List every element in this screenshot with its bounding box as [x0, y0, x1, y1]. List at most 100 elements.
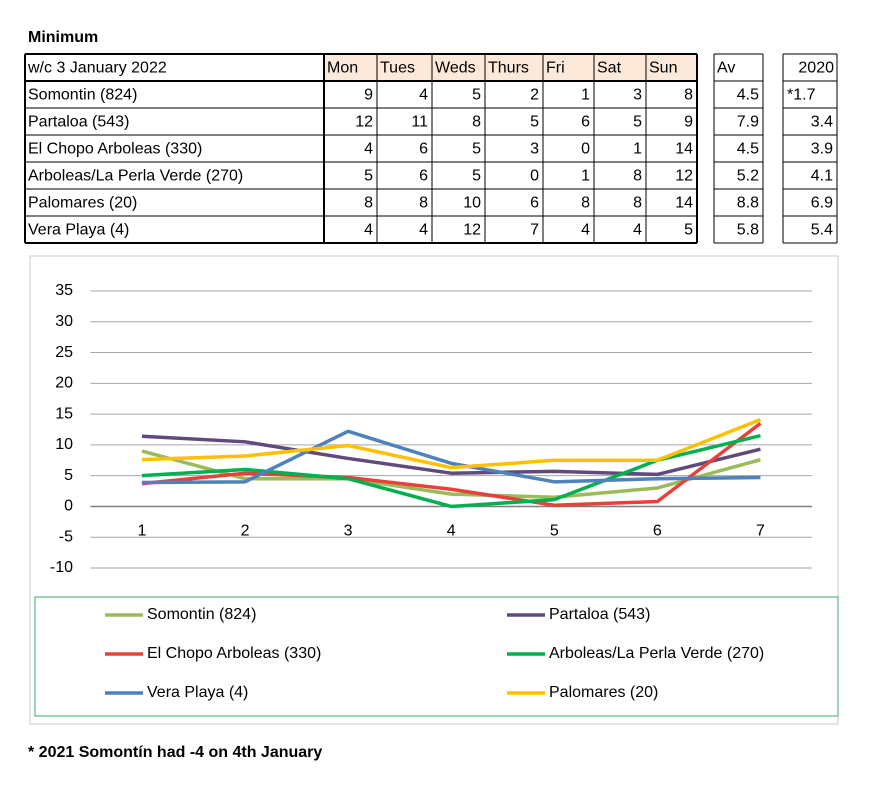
x-tick-label: 4 [447, 523, 456, 540]
cell: 5 [472, 87, 481, 104]
series-line [141, 449, 761, 499]
cell: 8 [633, 168, 642, 185]
cell: 3 [633, 87, 642, 104]
cell: 3.4 [811, 114, 833, 131]
cell: 12 [675, 168, 693, 185]
y-tick-label: 30 [55, 313, 73, 330]
header-cell: Sun [649, 60, 677, 77]
cell: 6 [419, 168, 428, 185]
cell: 14 [675, 195, 693, 212]
header-fill [324, 54, 377, 81]
y-tick-label: -10 [50, 559, 73, 576]
cell: 8.8 [737, 195, 759, 212]
cell: 1 [633, 141, 642, 158]
cell: 3 [530, 141, 539, 158]
header-fill [646, 54, 697, 81]
cell: 6 [530, 195, 539, 212]
series-line [141, 418, 762, 470]
row-label: Palomares (20) [28, 195, 137, 212]
cell: 7 [530, 222, 539, 239]
y-tick-label: -5 [59, 528, 73, 545]
row-label: Arboleas/La Perla Verde (270) [28, 168, 243, 185]
cell: 6.9 [811, 195, 833, 212]
cell: 5.4 [811, 222, 833, 239]
legend-label: Arboleas/La Perla Verde (270) [549, 645, 764, 662]
row-label: Somontin (824) [28, 87, 137, 104]
cell: 8 [684, 87, 693, 104]
chart-frame [29, 255, 839, 725]
footnote: * 2021 Somontín had -4 on 4th January [28, 744, 322, 761]
cell: 9 [364, 87, 373, 104]
x-tick-label: 5 [550, 523, 559, 540]
legend-box [34, 596, 839, 717]
cell: 0 [530, 168, 539, 185]
row-label: El Chopo Arboleas (330) [28, 141, 202, 158]
cell: *1.7 [787, 87, 816, 104]
y-tick-label: 5 [64, 467, 73, 484]
row-label: Partaloa (543) [28, 114, 129, 131]
cell: 4 [419, 222, 428, 239]
cell: 8 [633, 195, 642, 212]
cell: 5 [684, 222, 693, 239]
cell: 8 [581, 195, 590, 212]
x-tick-label: 3 [344, 523, 353, 540]
cell: 4.5 [737, 141, 759, 158]
series-line [141, 421, 762, 507]
cell: 12 [463, 222, 481, 239]
y-tick-label: 0 [64, 498, 73, 515]
header-cell: Sat [597, 60, 622, 77]
cell: 5.8 [737, 222, 759, 239]
header-fill [377, 54, 432, 81]
header-fill [594, 54, 646, 81]
cell: 11 [411, 114, 428, 131]
legend-label: Partaloa (543) [549, 606, 650, 623]
header-cell: w/c 3 January 2022 [27, 60, 167, 77]
header-fill [432, 54, 485, 81]
cell: 9 [684, 114, 693, 131]
header-cell: Thurs [488, 60, 529, 77]
header-fill [543, 54, 594, 81]
cell: 1 [581, 87, 590, 104]
cell: 7.9 [737, 114, 759, 131]
cell: 4.5 [737, 87, 759, 104]
cell: 6 [581, 114, 590, 131]
cell: 5.2 [737, 168, 759, 185]
cell: 4 [364, 222, 373, 239]
y-tick-label: 10 [55, 436, 73, 453]
header-cell: 2020 [798, 60, 834, 77]
legend-label: Somontin (824) [147, 606, 256, 623]
cell: 4 [581, 222, 590, 239]
cell: 6 [419, 141, 428, 158]
y-tick-label: 25 [55, 344, 73, 361]
series-line [141, 429, 761, 485]
header-cell: Weds [435, 60, 476, 77]
cell: 4 [364, 141, 373, 158]
cell: 4 [633, 222, 642, 239]
legend-label: Vera Playa (4) [147, 684, 248, 701]
legend-label: Palomares (20) [549, 684, 658, 701]
x-tick-label: 1 [137, 523, 146, 540]
header-cell: Tues [380, 60, 415, 77]
cell: 4.1 [811, 168, 833, 185]
cell: 5 [364, 168, 373, 185]
legend-label: El Chopo Arboleas (330) [147, 645, 321, 662]
x-tick-label: 2 [241, 523, 250, 540]
header-cell: Mon [327, 60, 358, 77]
y-tick-label: 35 [55, 282, 73, 299]
cell: 5 [472, 141, 481, 158]
header-cell: Fri [546, 60, 565, 77]
x-tick-label: 6 [653, 523, 662, 540]
cell: 5 [530, 114, 539, 131]
cell: 1 [581, 168, 590, 185]
y-tick-label: 20 [55, 375, 73, 392]
header-cell: Av [717, 60, 735, 77]
cell: 14 [675, 141, 693, 158]
cell: 3.9 [811, 141, 833, 158]
y-tick-label: 15 [55, 405, 73, 422]
title: Minimum [28, 29, 98, 46]
x-tick-label: 7 [756, 523, 765, 540]
cell: 8 [419, 195, 428, 212]
cell: 4 [419, 87, 428, 104]
cell: 12 [355, 114, 373, 131]
